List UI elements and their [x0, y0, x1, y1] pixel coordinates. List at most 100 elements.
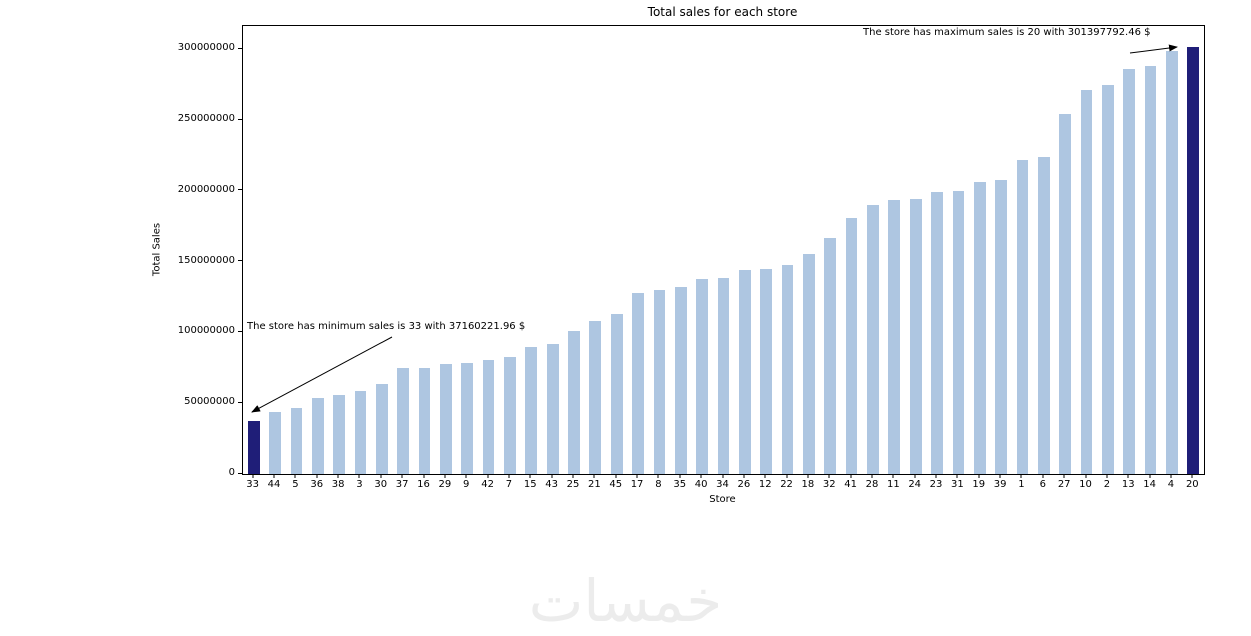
bar-store-44 — [269, 411, 281, 474]
bar-store-25 — [568, 331, 580, 474]
bar-store-12 — [760, 268, 773, 474]
x-tick-label-store-1: 1 — [1018, 479, 1025, 490]
bar-store-24 — [909, 198, 922, 474]
x-tick-mark — [529, 474, 531, 478]
x-tick-label-store-35: 35 — [673, 479, 687, 490]
x-tick-mark — [508, 474, 510, 478]
x-tick-mark — [465, 474, 467, 478]
x-tick-label-store-23: 23 — [929, 479, 943, 490]
x-tick-label-store-37: 37 — [395, 479, 409, 490]
x-tick-label-store-38: 38 — [331, 479, 345, 490]
x-tick-label-store-2: 2 — [1103, 479, 1111, 490]
x-tick-mark — [999, 474, 1001, 478]
x-tick-mark — [358, 474, 360, 478]
bar-store-20 — [1187, 47, 1200, 474]
bar-store-7 — [504, 357, 516, 474]
x-tick-label-store-32: 32 — [822, 479, 836, 490]
x-tick-mark — [294, 474, 296, 478]
x-tick-mark — [444, 474, 446, 478]
x-tick-mark — [1191, 474, 1193, 478]
bar-store-39 — [995, 179, 1007, 474]
x-tick-label-store-7: 7 — [505, 479, 513, 490]
x-tick-mark — [487, 474, 489, 478]
x-tick-mark — [1149, 474, 1151, 478]
x-tick-label-store-25: 25 — [566, 479, 580, 490]
x-tick-mark — [551, 474, 553, 478]
x-tick-label-store-42: 42 — [481, 479, 494, 490]
bar-store-32 — [824, 238, 837, 474]
bar-store-4 — [1166, 50, 1178, 474]
y-tick-label: 250000000 — [177, 113, 235, 125]
bar-store-11 — [888, 200, 901, 474]
x-tick-label-store-24: 24 — [908, 479, 922, 490]
x-tick-mark — [615, 474, 617, 478]
x-tick-mark — [892, 474, 894, 478]
x-tick-mark — [1106, 474, 1108, 478]
bar-store-28 — [867, 205, 879, 474]
y-tick-label: 150000000 — [177, 254, 235, 266]
bar-store-23 — [931, 192, 943, 474]
x-tick-label-store-21: 21 — [587, 479, 601, 490]
bar-store-9 — [461, 362, 474, 474]
x-tick-label-store-36: 36 — [310, 479, 324, 490]
x-tick-label-store-15: 15 — [523, 479, 537, 490]
bar-store-27 — [1059, 114, 1072, 474]
x-tick-mark — [423, 474, 425, 478]
x-tick-mark — [273, 474, 275, 478]
x-tick-mark — [252, 474, 254, 478]
x-tick-mark — [572, 474, 574, 478]
bar-store-18 — [803, 253, 815, 474]
x-tick-mark — [786, 474, 788, 478]
x-tick-label-store-8: 8 — [655, 479, 662, 490]
x-tick-mark — [956, 474, 958, 478]
bar-store-26 — [738, 270, 751, 474]
bar-store-33 — [247, 421, 260, 474]
x-tick-mark — [1085, 474, 1087, 478]
bar-store-13 — [1123, 69, 1136, 474]
bar-store-34 — [717, 277, 730, 474]
x-tick-mark — [337, 474, 339, 478]
x-tick-label-store-5: 5 — [292, 479, 299, 490]
bar-store-14 — [1144, 65, 1157, 474]
bar-store-6 — [1037, 156, 1050, 474]
x-tick-label-store-31: 31 — [951, 479, 964, 490]
annotation-min-sales: The store has minimum sales is 33 with 3… — [247, 321, 526, 332]
bar-store-21 — [589, 321, 602, 474]
bar-store-41 — [845, 217, 858, 474]
watermark-text: خمسات — [528, 567, 723, 635]
plot-area — [242, 25, 1205, 475]
x-tick-label-store-39: 39 — [993, 479, 1007, 490]
x-tick-mark — [593, 474, 595, 478]
x-tick-label-store-18: 18 — [801, 479, 815, 490]
bar-store-37 — [397, 367, 410, 474]
x-tick-label-store-22: 22 — [780, 479, 793, 490]
y-tick-mark — [238, 330, 242, 332]
bar-store-45 — [610, 314, 623, 474]
bar-store-30 — [375, 384, 388, 474]
y-tick-label: 50000000 — [184, 396, 235, 408]
x-tick-mark — [380, 474, 382, 478]
x-tick-mark — [1170, 474, 1172, 478]
bar-store-10 — [1080, 90, 1093, 474]
x-tick-label-store-27: 27 — [1057, 479, 1071, 490]
bar-store-40 — [696, 279, 708, 474]
x-tick-label-store-14: 14 — [1143, 479, 1156, 490]
x-tick-label-store-45: 45 — [609, 479, 623, 490]
x-tick-mark — [401, 474, 403, 478]
x-tick-label-store-29: 29 — [438, 479, 452, 490]
y-tick-label: 0 — [228, 467, 235, 478]
x-tick-label-store-28: 28 — [865, 479, 879, 490]
x-tick-mark — [850, 474, 852, 478]
annotation-max-sales: The store has maximum sales is 20 with 3… — [863, 27, 1151, 38]
x-tick-mark — [935, 474, 937, 478]
x-tick-mark — [914, 474, 916, 478]
x-tick-label-store-17: 17 — [630, 479, 644, 490]
bar-store-22 — [781, 265, 794, 474]
bar-store-16 — [418, 367, 431, 474]
x-tick-label-store-6: 6 — [1039, 479, 1047, 490]
bar-store-3 — [354, 391, 367, 474]
x-tick-mark — [679, 474, 681, 478]
y-tick-mark — [238, 472, 242, 474]
x-tick-label-store-9: 9 — [463, 479, 470, 490]
